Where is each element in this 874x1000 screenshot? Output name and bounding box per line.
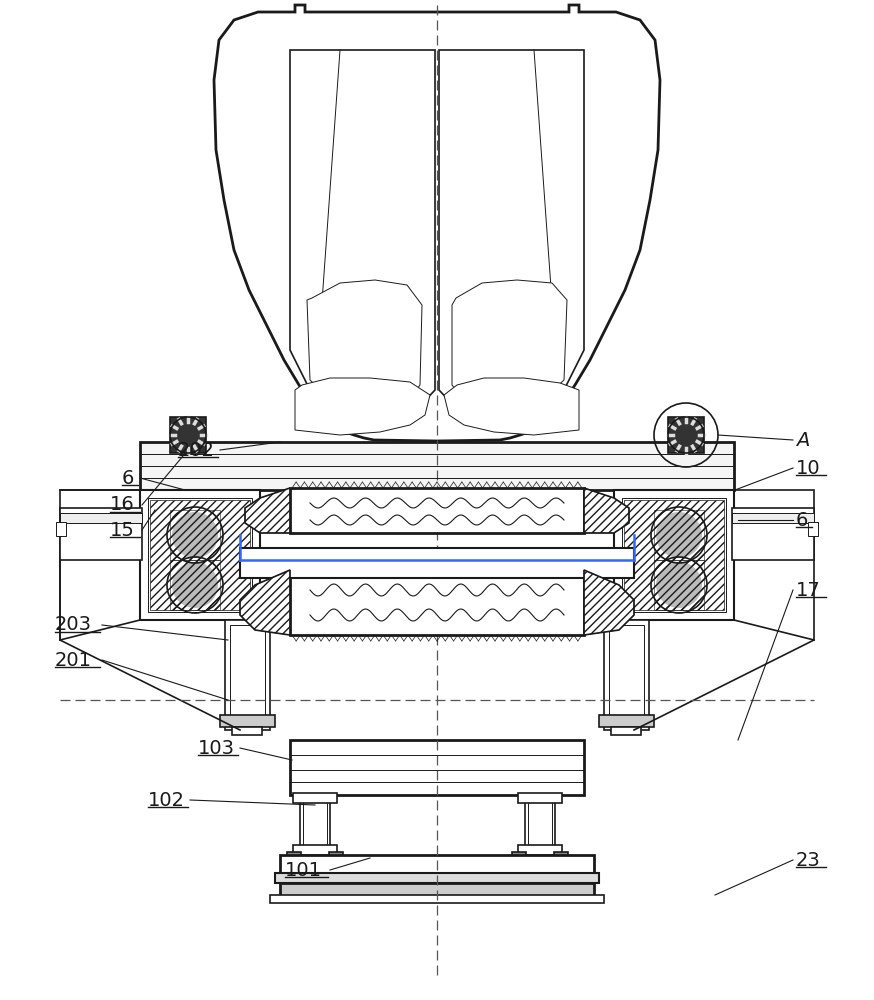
Bar	[240, 548, 634, 578]
Polygon shape	[295, 378, 430, 435]
Polygon shape	[444, 378, 579, 435]
Text: 102: 102	[148, 790, 185, 810]
Bar	[518, 793, 562, 803]
Polygon shape	[734, 490, 814, 640]
Bar	[512, 852, 526, 870]
Circle shape	[656, 562, 702, 608]
Bar	[525, 795, 555, 855]
Bar	[516, 856, 521, 866]
Bar	[290, 570, 584, 635]
Bar	[56, 522, 66, 536]
Bar	[560, 856, 565, 866]
Text: 16: 16	[110, 495, 135, 514]
Bar	[280, 855, 594, 873]
Text: 101: 101	[285, 860, 322, 880]
Text: 201: 201	[55, 650, 92, 670]
Bar	[140, 442, 734, 490]
Text: 10: 10	[796, 458, 821, 478]
Polygon shape	[60, 490, 140, 640]
Bar	[518, 845, 562, 855]
Polygon shape	[245, 488, 290, 533]
Text: A: A	[796, 430, 809, 450]
Polygon shape	[214, 5, 660, 441]
Bar	[140, 490, 260, 620]
Bar	[291, 856, 296, 866]
Text: 17: 17	[796, 580, 821, 599]
Bar	[220, 715, 275, 727]
Bar	[275, 873, 599, 883]
Polygon shape	[290, 50, 435, 425]
Bar	[290, 488, 584, 533]
Bar	[170, 417, 206, 453]
Bar	[148, 498, 252, 612]
Bar	[668, 417, 704, 453]
Bar	[522, 856, 527, 866]
Bar	[609, 625, 644, 725]
Text: 23: 23	[796, 850, 821, 869]
Polygon shape	[240, 570, 290, 635]
Bar	[808, 522, 818, 536]
Bar	[611, 727, 641, 735]
Bar	[297, 856, 302, 866]
Circle shape	[670, 419, 702, 451]
Bar	[732, 508, 814, 560]
Text: 103: 103	[198, 738, 235, 758]
Bar	[554, 852, 568, 870]
Circle shape	[172, 419, 204, 451]
Bar	[300, 795, 330, 855]
Bar	[329, 852, 343, 870]
Bar	[60, 513, 142, 523]
Bar	[622, 498, 726, 612]
Text: 203: 203	[55, 615, 92, 635]
Bar	[554, 856, 559, 866]
Polygon shape	[439, 50, 584, 425]
Bar	[293, 845, 337, 855]
Bar	[614, 490, 734, 620]
Polygon shape	[584, 488, 629, 533]
Bar	[604, 620, 649, 730]
Polygon shape	[584, 570, 634, 635]
Bar	[280, 883, 594, 898]
Bar	[732, 513, 814, 523]
Polygon shape	[307, 280, 422, 415]
Bar	[270, 895, 604, 903]
Text: 6: 6	[122, 468, 135, 488]
Circle shape	[172, 512, 218, 558]
Bar	[287, 852, 301, 870]
Bar	[329, 856, 334, 866]
Bar	[225, 620, 270, 730]
Bar	[230, 625, 265, 725]
Text: 15: 15	[110, 520, 135, 540]
Bar	[290, 740, 584, 795]
Text: 6: 6	[796, 510, 808, 530]
Text: 202: 202	[178, 440, 215, 460]
Bar	[232, 727, 262, 735]
Bar	[303, 798, 327, 852]
Circle shape	[172, 562, 218, 608]
Bar	[335, 856, 340, 866]
Bar	[60, 508, 142, 560]
Bar	[599, 715, 654, 727]
Bar	[293, 793, 337, 803]
Polygon shape	[452, 280, 567, 415]
Circle shape	[656, 512, 702, 558]
Bar	[528, 798, 552, 852]
